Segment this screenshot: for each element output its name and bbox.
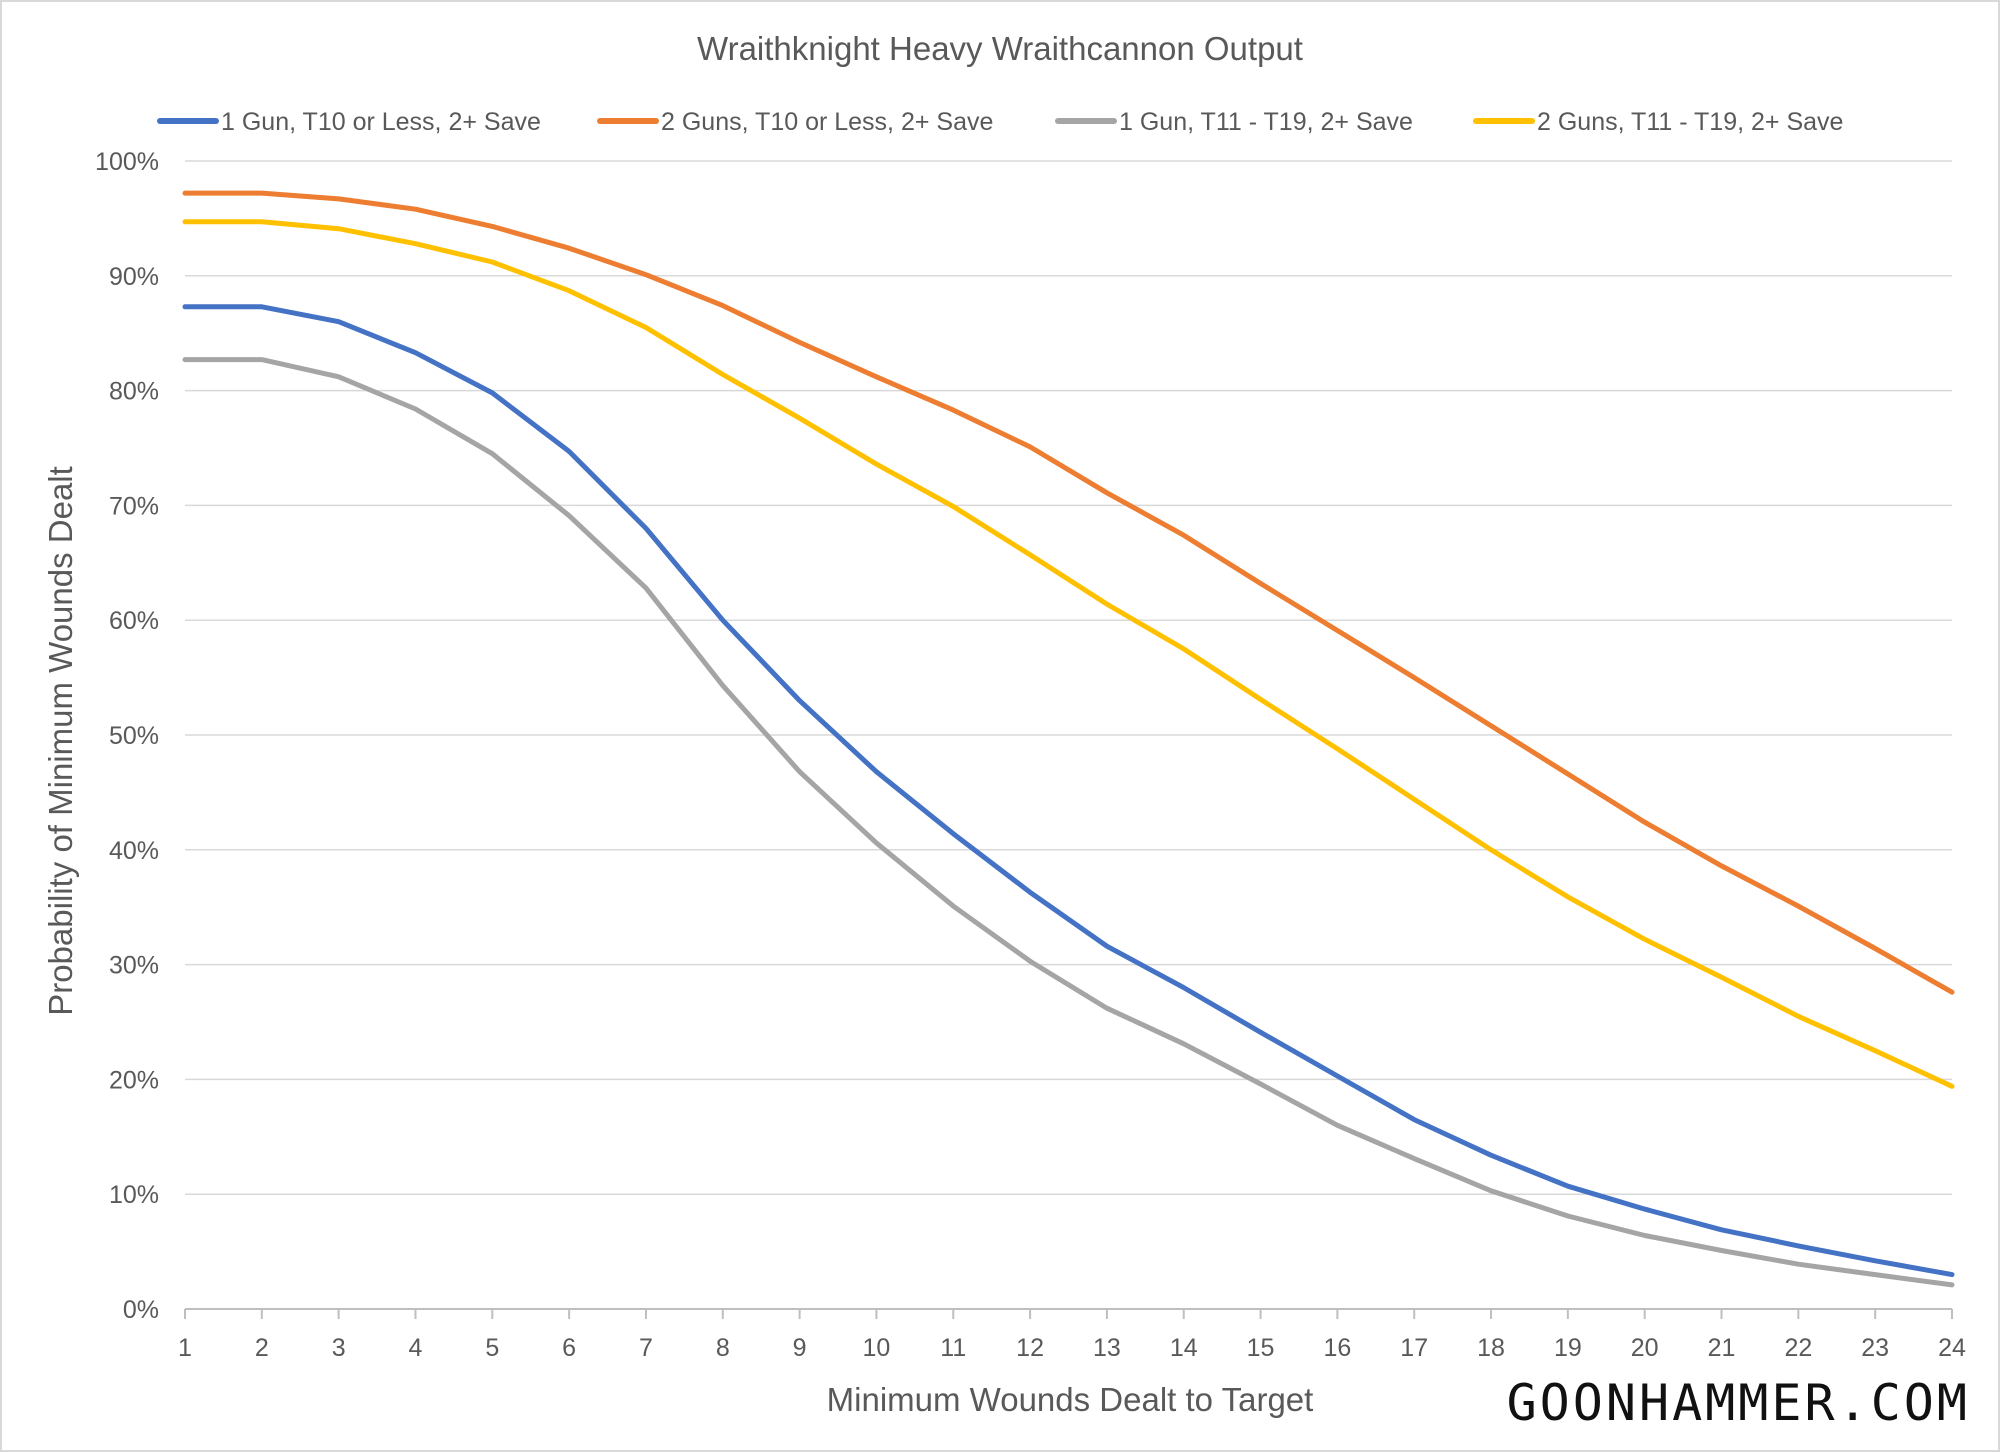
- x-tick-label: 13: [1093, 1334, 1121, 1362]
- x-tick-label: 19: [1554, 1334, 1582, 1362]
- x-tick-label: 14: [1170, 1334, 1198, 1362]
- x-tick-label: 3: [332, 1334, 346, 1362]
- y-tick-label: 70%: [109, 492, 159, 520]
- legend-item-4: 2 Guns, T11 - T19, 2+ Save: [1473, 108, 1843, 136]
- brand-watermark: GOONHAMMER.COM: [1507, 1374, 1970, 1432]
- y-tick-label: 20%: [109, 1066, 159, 1094]
- y-tick-label: 40%: [109, 837, 159, 865]
- legend-label: 1 Gun, T10 or Less, 2+ Save: [221, 108, 541, 136]
- x-tick-label: 21: [1708, 1334, 1736, 1362]
- legend: 1 Gun, T10 or Less, 2+ Save 2 Guns, T10 o…: [157, 108, 1843, 136]
- y-axis: 0% 10% 20% 30% 40% 50% 60% 70% 80% 90% 100%: [95, 148, 159, 1324]
- y-tick-label: 50%: [109, 722, 159, 750]
- y-tick-label: 80%: [109, 378, 159, 406]
- x-tick-label: 23: [1861, 1334, 1889, 1362]
- x-axis: 1 2 3 4 5 6 7 8 9 10 11 12 13 14 15 16 17 18 19 20 21 22 23 24: [178, 1308, 1966, 1362]
- legend-label: 2 Guns, T11 - T19, 2+ Save: [1537, 108, 1843, 136]
- x-tick-label: 16: [1323, 1334, 1351, 1362]
- x-axis-title: Minimum Wounds Dealt to Target: [827, 1381, 1314, 1418]
- series-line-3: [182, 357, 1955, 1288]
- x-tick-label: 2: [255, 1334, 269, 1362]
- series-line-4: [182, 219, 1955, 1089]
- x-tick-label: 9: [793, 1334, 807, 1362]
- y-tick-label: 60%: [109, 607, 159, 635]
- legend-label: 2 Guns, T10 or Less, 2+ Save: [661, 108, 993, 136]
- x-tick-label: 4: [409, 1334, 423, 1362]
- y-tick-label: 0%: [123, 1296, 159, 1324]
- legend-label: 1 Gun, T11 - T19, 2+ Save: [1119, 108, 1413, 136]
- x-tick-label: 5: [485, 1334, 499, 1362]
- chart-title: Wraithknight Heavy Wraithcannon Output: [697, 30, 1303, 67]
- series-line-1: [182, 304, 1955, 1278]
- x-tick-label: 20: [1631, 1334, 1659, 1362]
- y-axis-title: Probability of Minimum Wounds Dealt: [42, 466, 79, 1016]
- x-tick-label: 8: [716, 1334, 730, 1362]
- x-tick-label: 24: [1938, 1334, 1966, 1362]
- y-tick-label: 30%: [109, 952, 159, 980]
- y-tick-label: 10%: [109, 1181, 159, 1209]
- x-tick-label: 18: [1477, 1334, 1505, 1362]
- legend-item-2: 2 Guns, T10 or Less, 2+ Save: [597, 108, 993, 136]
- series-line-2: [182, 190, 1955, 995]
- x-tick-label: 6: [562, 1334, 576, 1362]
- series-group: [182, 190, 1955, 1288]
- x-tick-label: 12: [1016, 1334, 1044, 1362]
- x-tick-label: 22: [1784, 1334, 1812, 1362]
- x-tick-label: 15: [1247, 1334, 1275, 1362]
- x-tick-label: 1: [178, 1334, 192, 1362]
- y-tick-label: 100%: [95, 148, 159, 176]
- x-tick-label: 10: [863, 1334, 891, 1362]
- x-tick-label: 11: [940, 1334, 966, 1362]
- x-tick-label: 7: [639, 1334, 653, 1362]
- y-tick-label: 90%: [109, 263, 159, 291]
- gridlines: [185, 160, 1952, 1195]
- legend-item-1: 1 Gun, T10 or Less, 2+ Save: [157, 108, 541, 136]
- legend-item-3: 1 Gun, T11 - T19, 2+ Save: [1055, 108, 1413, 136]
- x-tick-label: 17: [1400, 1334, 1428, 1362]
